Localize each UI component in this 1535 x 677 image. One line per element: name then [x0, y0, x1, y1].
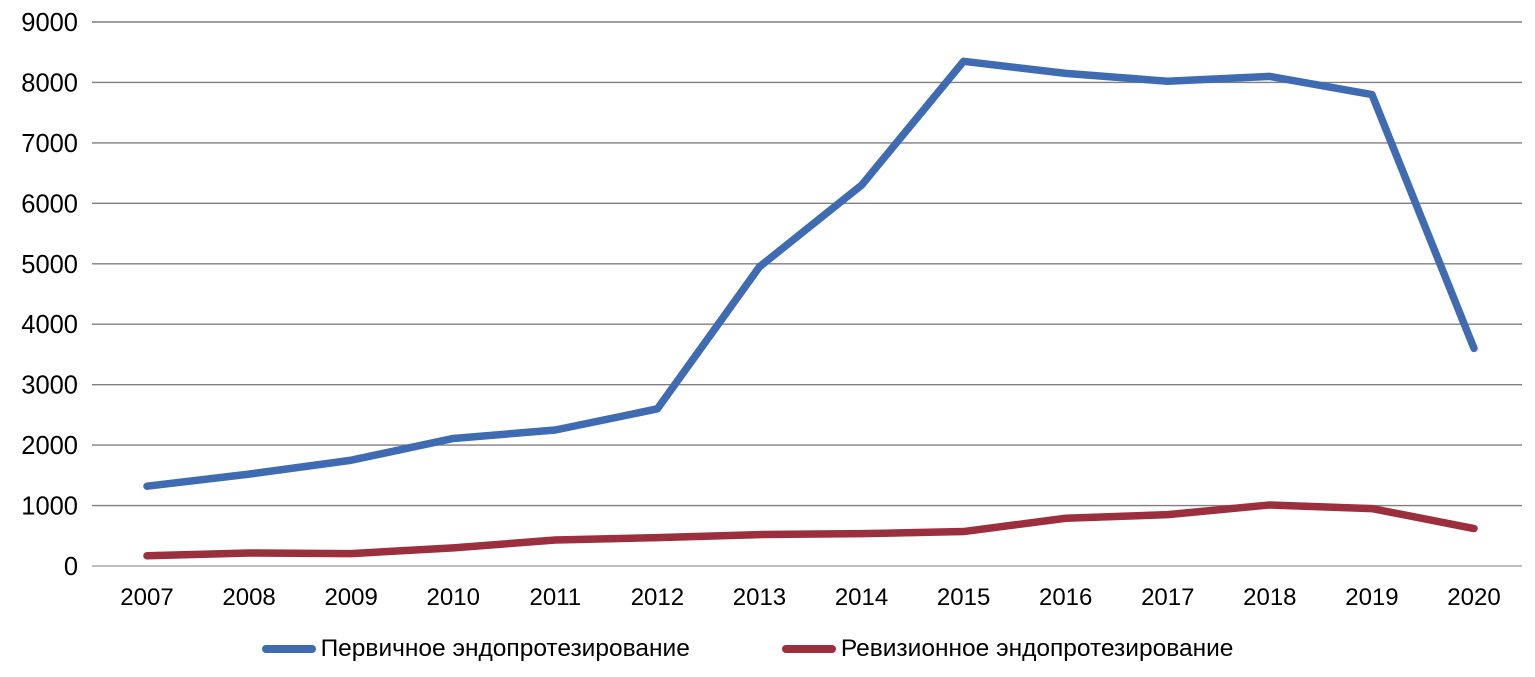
x-axis-tick-label: 2013 [733, 584, 786, 611]
legend-marker-revision [781, 645, 836, 654]
legend-label-primary: Первичное эндопротезирование [320, 635, 690, 662]
y-axis-tick-label: 8000 [21, 69, 78, 97]
y-axis-tick-label: 4000 [21, 311, 78, 339]
y-axis-tick-label: 7000 [21, 130, 78, 158]
chart-legend: Первичное эндопротезирование Ревизионное … [0, 635, 1495, 663]
x-axis-tick-label: 2012 [631, 584, 684, 611]
y-axis-tick-label: 5000 [21, 251, 78, 279]
x-axis-tick-label: 2009 [324, 584, 377, 611]
x-axis-tick-label: 2016 [1039, 584, 1092, 611]
x-axis-tick-label: 2014 [835, 584, 888, 611]
primary-series-line [143, 57, 1478, 490]
legend-item-primary: Первичное эндопротезирование [261, 635, 690, 663]
legend-marker-primary [261, 645, 316, 654]
x-axis-tick-label: 2019 [1345, 584, 1398, 611]
x-axis-tick-label: 2020 [1447, 584, 1500, 611]
x-axis-tick-label: 2010 [427, 584, 480, 611]
y-axis-tick-label: 2000 [21, 432, 78, 460]
y-axis-tick-label: 9000 [21, 9, 78, 37]
x-axis-tick-label: 2007 [120, 584, 173, 611]
x-axis-tick-label: 2008 [222, 584, 275, 611]
x-axis-tick-label: 2015 [937, 584, 990, 611]
x-axis-tick-label: 2018 [1243, 584, 1296, 611]
revision-series-line [143, 501, 1478, 560]
y-axis-tick-label: 1000 [21, 493, 78, 521]
x-axis-tick-label: 2011 [530, 584, 582, 611]
legend-item-revision: Ревизионное эндопротезирование [781, 635, 1234, 663]
x-axis-tick-label: 2017 [1141, 584, 1194, 611]
y-axis-tick-label: 3000 [21, 372, 78, 400]
y-axis-tick-label: 6000 [21, 190, 78, 218]
y-axis-tick-label: 0 [64, 553, 78, 581]
legend-label-revision: Ревизионное эндопротезирование [840, 635, 1234, 662]
